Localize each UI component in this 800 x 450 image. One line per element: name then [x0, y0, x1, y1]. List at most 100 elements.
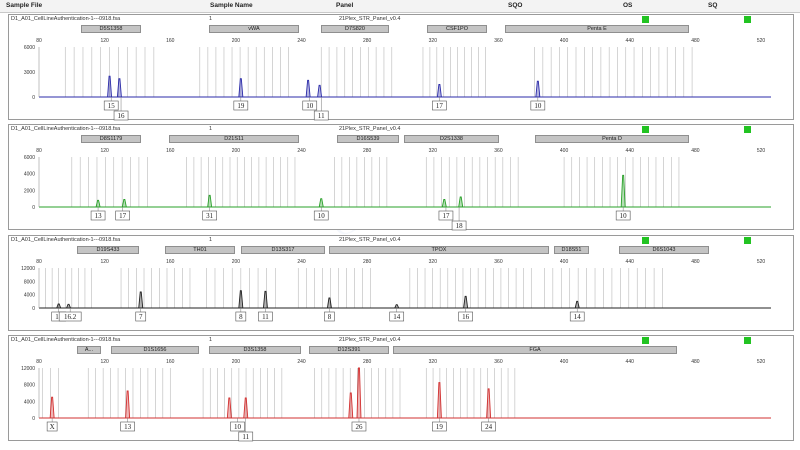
- allele-call[interactable]: 7: [135, 308, 147, 322]
- allele-call-label: 13: [124, 423, 132, 431]
- trace-peak[interactable]: [125, 390, 131, 419]
- trace-peak[interactable]: [226, 397, 232, 419]
- locus-marker[interactable]: FGA: [393, 346, 677, 354]
- allele-call[interactable]: 19: [233, 97, 249, 111]
- locus-marker[interactable]: A...: [77, 346, 101, 354]
- trace-peak[interactable]: [394, 304, 400, 309]
- allele-call[interactable]: 10: [230, 418, 245, 432]
- trace-peak[interactable]: [436, 382, 442, 419]
- allele-call[interactable]: 10: [530, 97, 546, 111]
- trace-peak[interactable]: [262, 290, 268, 309]
- allele-call[interactable]: 15: [103, 97, 119, 111]
- locus-marker[interactable]: D16S539: [337, 135, 399, 143]
- trace-peak[interactable]: [574, 300, 580, 309]
- allele-call[interactable]: 24: [481, 418, 496, 432]
- trace-peak[interactable]: [66, 303, 71, 309]
- locus-marker[interactable]: vWA: [209, 25, 299, 33]
- trace-peak[interactable]: [305, 79, 311, 98]
- allele-call-box: [90, 210, 106, 221]
- allele-call[interactable]: 16: [113, 97, 129, 121]
- allele-call[interactable]: 17: [438, 207, 454, 221]
- allele-call[interactable]: 16.2: [58, 308, 82, 322]
- trace-peak[interactable]: [620, 174, 626, 208]
- locus-marker[interactable]: CSF1PO: [427, 25, 487, 33]
- allele-call[interactable]: 31: [202, 207, 217, 221]
- trace-peak[interactable]: [107, 75, 113, 98]
- trace-peak[interactable]: [116, 78, 122, 98]
- trace-peak[interactable]: [238, 290, 244, 309]
- trace-peak[interactable]: [486, 388, 492, 419]
- locus-marker[interactable]: D1S1656: [111, 346, 199, 354]
- allele-call[interactable]: 11: [258, 308, 273, 322]
- electropherogram-panel-green[interactable]: D1_A01_CellLineAuthentication-1---0918.f…: [8, 124, 795, 231]
- allele-call[interactable]: 14: [389, 308, 405, 322]
- allele-call[interactable]: 17: [432, 97, 447, 111]
- allele-call[interactable]: 10: [302, 97, 318, 111]
- trace-peak[interactable]: [207, 194, 213, 208]
- locus-marker[interactable]: TH01: [165, 246, 235, 254]
- allele-call[interactable]: 19: [432, 418, 447, 432]
- locus-marker[interactable]: D19S433: [77, 246, 139, 254]
- trace-peak[interactable]: [348, 392, 354, 419]
- electropherogram-panel-blue[interactable]: D1_A01_CellLineAuthentication-1---0918.f…: [8, 14, 795, 121]
- trace-peak[interactable]: [95, 199, 101, 208]
- trace-peak[interactable]: [458, 196, 464, 208]
- trace-peak[interactable]: [121, 199, 127, 208]
- locus-marker[interactable]: D6S1043: [619, 246, 709, 254]
- trace-peak[interactable]: [356, 367, 362, 419]
- locus-marker[interactable]: D2S1338: [404, 135, 499, 143]
- locus-marker[interactable]: D21S11: [169, 135, 299, 143]
- trace-peak[interactable]: [326, 297, 332, 309]
- allele-call[interactable]: 13: [90, 207, 106, 221]
- allele-call[interactable]: 10: [615, 207, 631, 221]
- trace-peak[interactable]: [463, 295, 469, 309]
- trace-plot[interactable]: 80 120 160 200 240 280 320 360 400 440 480 52012000…: [9, 356, 795, 442]
- allele-call[interactable]: 11: [238, 418, 254, 442]
- trace-peak[interactable]: [243, 397, 249, 419]
- trace-peak[interactable]: [238, 78, 244, 98]
- allele-call[interactable]: 16: [458, 308, 473, 322]
- allele-call[interactable]: 10: [313, 207, 329, 221]
- trace-plot[interactable]: 80 120 160 200 240 280 320 360 400 440 480 52060003…: [9, 35, 795, 121]
- trace-peak[interactable]: [436, 84, 442, 98]
- locus-marker[interactable]: Penta D: [535, 135, 689, 143]
- trace-peak[interactable]: [441, 199, 447, 208]
- locus-marker[interactable]: TPOX: [329, 246, 549, 254]
- allele-call[interactable]: 13: [120, 418, 135, 432]
- allele-call[interactable]: 18: [451, 207, 467, 231]
- trace-peak[interactable]: [318, 198, 324, 208]
- trace-peak[interactable]: [317, 84, 323, 98]
- trace-peak[interactable]: [49, 396, 55, 419]
- locus-marker[interactable]: D5S1358: [81, 25, 141, 33]
- allele-call[interactable]: 8: [235, 308, 247, 322]
- locus-marker[interactable]: D8S1179: [81, 135, 141, 143]
- locus-marker[interactable]: D18S51: [554, 246, 589, 254]
- allele-call[interactable]: 8: [324, 308, 335, 322]
- allele-call[interactable]: X: [46, 418, 58, 432]
- allele-call[interactable]: 26: [351, 418, 367, 432]
- allele-call[interactable]: 17: [115, 207, 130, 221]
- col-os[interactable]: OS: [623, 2, 633, 9]
- electropherogram-panel-black[interactable]: D1_A01_CellLineAuthentication-1---0918.f…: [8, 235, 794, 331]
- x-tick-label: 320: [429, 359, 438, 365]
- locus-marker[interactable]: D7S820: [321, 25, 389, 33]
- col-sq[interactable]: SQ: [708, 2, 718, 9]
- col-sqo[interactable]: SQO: [508, 2, 523, 9]
- electropherogram-panel-red[interactable]: D1_A01_CellLineAuthentication-1---0918.f…: [8, 335, 795, 442]
- allele-call[interactable]: 14: [569, 308, 585, 322]
- trace-plot[interactable]: 80 120 160 200 240 280 320 360 400 440 480 520 6000 4…: [9, 145, 795, 231]
- trace-plot[interactable]: 80 120 160 200 240 280 320 360 400 440 480 52012000…: [9, 256, 795, 332]
- allele-call[interactable]: 11: [313, 97, 329, 121]
- trace-peak[interactable]: [56, 303, 62, 309]
- x-tick-label: 480: [691, 148, 700, 154]
- col-panel[interactable]: Panel: [336, 2, 354, 9]
- x-tick-label: 400: [560, 259, 569, 265]
- locus-marker[interactable]: D3S1358: [209, 346, 301, 354]
- trace-peak[interactable]: [535, 80, 541, 98]
- trace-peak[interactable]: [138, 291, 144, 309]
- locus-marker[interactable]: D12S391: [309, 346, 389, 354]
- locus-marker[interactable]: Penta E: [505, 25, 689, 33]
- col-sample-name[interactable]: Sample Name: [210, 2, 253, 9]
- locus-marker[interactable]: D13S317: [241, 246, 325, 254]
- col-sample-file[interactable]: Sample File: [6, 2, 43, 9]
